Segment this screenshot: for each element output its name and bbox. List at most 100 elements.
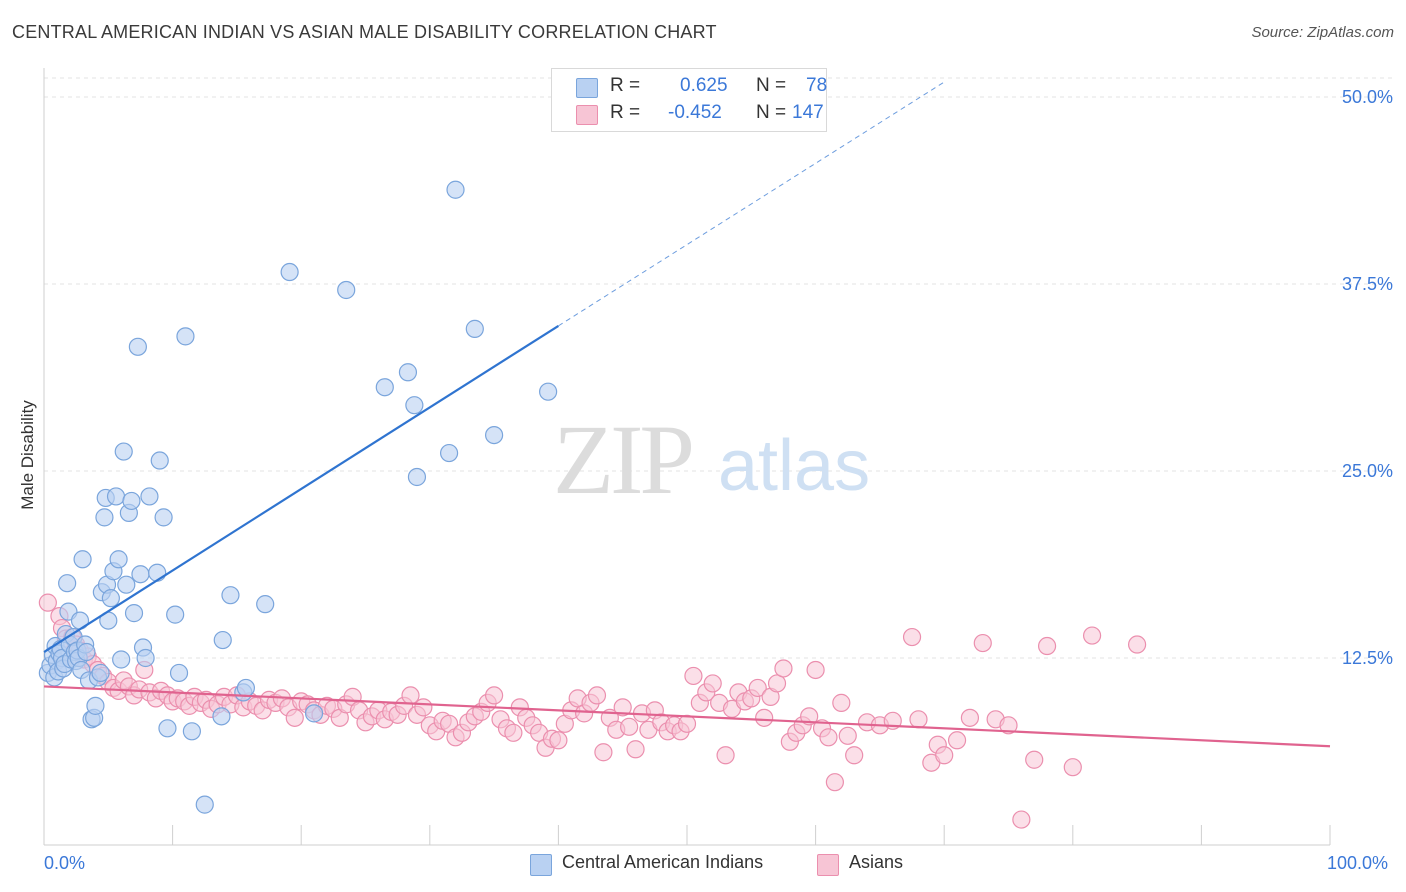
asians-trend-line [43,685,1331,748]
legend-n-value: 147 [792,102,824,123]
y-tick-label: 25.0% [1342,461,1393,481]
asians-point [703,674,722,693]
asians-point [401,686,420,705]
central-american-indians-point [58,574,77,593]
central-american-indians-point [112,650,131,669]
axes [43,68,1331,846]
central-american-indians-point [439,443,459,463]
bottom-legend-label: Asians [849,852,904,872]
central-american-indians-point [109,550,128,569]
y-tick-labels: 12.5% 25.0% 37.5% 50.0% [1342,87,1393,668]
asians-point [1127,635,1147,654]
central-american-indians-point [73,550,92,569]
asians-point [999,716,1018,735]
legend-r-value: 0.625 [680,75,728,96]
central-american-indians-point [117,575,136,594]
central-american-indians-point [140,487,159,506]
asians-point [832,693,851,712]
central-american-indians-point [213,630,232,650]
legend-n-label: N = [756,75,787,96]
y-axis-label: Male Disability [18,400,37,510]
asians-point [1063,758,1082,777]
central-american-indians-point [166,605,185,624]
asians-point [594,743,613,762]
asians-point [973,633,992,653]
asians-point [677,714,697,733]
central-american-indians-point [95,508,114,527]
y-tick-label: 50.0% [1342,87,1393,107]
central-american-indians-point [182,722,201,741]
central-american-indians-point [148,563,167,582]
asians-point [38,593,57,612]
asians-point [1082,626,1102,645]
central-american-indians-point [176,327,195,346]
central-american-indians-point [150,451,169,470]
central-american-indians-point [136,648,155,668]
asians-point [684,666,703,686]
legend-r-label: R = [610,75,641,96]
chart-title: CENTRAL AMERICAN INDIAN VS ASIAN MALE DI… [12,22,717,42]
bottom-legend-label: Central American Indians [562,852,764,872]
central-american-indians-point [158,719,177,738]
asians-point [902,627,922,647]
asians-point [845,746,864,765]
central-american-indians-point [398,363,418,382]
asians-point [414,698,433,717]
legend-r-value: -0.452 [668,102,722,123]
asians-point [800,707,819,726]
trend-lines [43,81,1331,748]
central-american-indians-point [485,425,504,445]
x-tick-label-min: 0.0% [44,853,86,873]
asians-point [613,698,632,717]
legend-swatch-blue [576,78,598,98]
asians-point [755,708,774,727]
asians-point [716,746,735,765]
asians-point [960,708,980,727]
asians-point [620,717,639,736]
central-american-indians-trend-extension [558,81,945,327]
bottom-legend-swatch-pink [817,854,839,876]
asians-point [285,708,304,727]
central-american-indians-point [407,467,427,487]
central-american-indians-point [154,508,173,527]
asians-point [1037,636,1057,656]
legend-n-label: N = [756,102,787,123]
legend-n-value: 78 [806,75,828,96]
central-american-indians-point [337,280,356,300]
central-american-indians-point [131,565,150,584]
asians-point [549,731,568,750]
asians-point [767,674,787,693]
asians-point [819,728,838,747]
legend-swatch-pink [576,105,598,125]
central-american-indians-point [465,319,484,338]
grid-lines [44,77,1395,659]
central-american-indians-point [236,678,256,698]
asians-points [38,593,1147,829]
central-american-indians-point [124,604,144,623]
asians-point [1012,810,1031,829]
x-tick-label-max: 100.0% [1327,853,1389,873]
central-american-indians-point [101,589,120,608]
central-american-indians-point [114,442,133,461]
central-american-indians-point [122,491,141,511]
legend-r-label: R = [610,102,641,123]
y-tick-label: 37.5% [1342,274,1393,294]
central-american-indians-point [221,586,240,605]
central-american-indians-point [195,795,214,814]
central-american-indians-point [446,180,465,199]
asians-point [1025,750,1044,769]
asians-point [838,726,857,745]
asians-point [748,678,767,698]
central-american-indians-point [169,663,189,683]
bottom-legend-swatch-blue [530,854,552,876]
asians-point [806,660,825,680]
central-american-indians-point [256,595,275,614]
central-american-indians-point [106,487,126,506]
asians-point [626,740,645,759]
central-american-indians-point [405,396,424,415]
source-text: Source: ZipAtlas.com [1251,24,1394,41]
central-american-indians-point [128,337,147,356]
central-american-indians-point [539,382,558,401]
watermark-zip: ZIP [553,404,695,515]
